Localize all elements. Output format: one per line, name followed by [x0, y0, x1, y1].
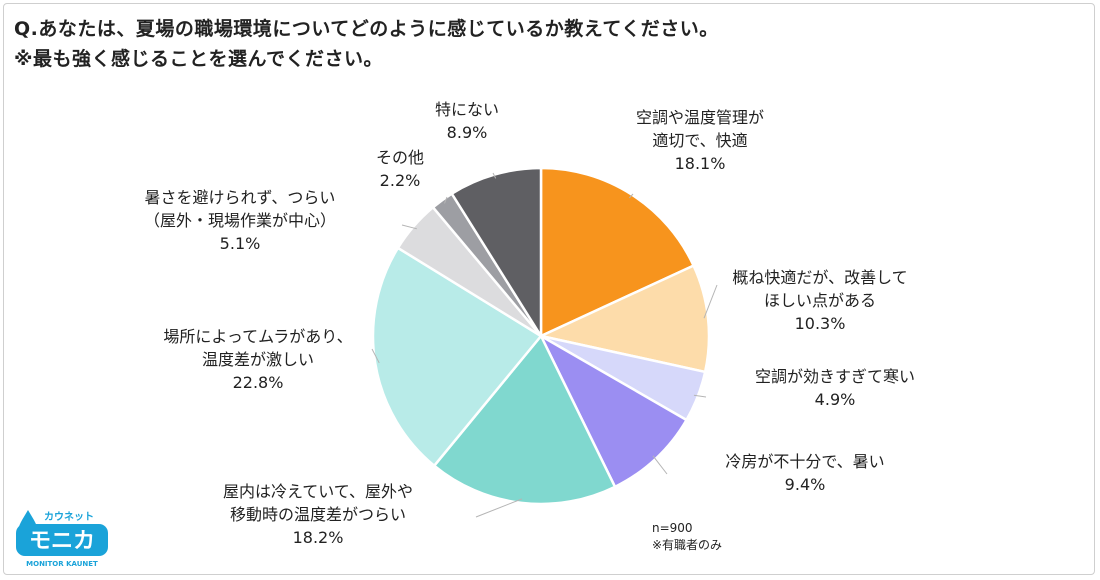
slice-category-label-7: （屋外・現場作業が中心） [144, 211, 336, 230]
slice-category-label-2: ほしい点がある [764, 291, 876, 310]
slice-value-label-7: 5.1% [220, 234, 261, 253]
monica-logo: カウネット モニカ MONITOR KAUNET [10, 504, 114, 570]
slice-category-label-7: 暑さを避けられず、つらい [145, 188, 336, 207]
slice-category-label-5: 屋内は冷えていて、屋外や [223, 482, 413, 501]
slice-category-label-2: 概ね快適だが、改善して [732, 268, 907, 287]
question-title: Q.あなたは、夏場の職場環境についてどのように感じているか教えてください。 [14, 18, 719, 40]
pie-slice-1 [539, 166, 696, 338]
leader-line-1 [629, 193, 634, 199]
sample-note: n=900 ※有職者のみ [652, 520, 722, 554]
slice-value-label-9: 8.9% [447, 123, 488, 142]
sample-size: n=900 [652, 521, 693, 535]
slice-category-label-8: その他 [376, 148, 424, 167]
question-subtitle: ※最も強く感じることを選んでください。 [14, 48, 384, 70]
leader-line-8 [444, 196, 448, 204]
pie-slice-5 [432, 333, 617, 506]
slice-category-label-4: 冷房が不十分で、暑い [725, 452, 884, 471]
slice-value-label-3: 4.9% [815, 390, 856, 409]
pie-slice-2 [537, 263, 711, 374]
logo-kana: カウネット [44, 511, 94, 523]
slice-category-label-1: 適切で、快適 [652, 131, 747, 150]
slice-category-label-3: 空調が効きすぎて寒い [755, 367, 915, 386]
slice-value-label-4: 9.4% [785, 475, 826, 494]
leader-line-6 [371, 348, 380, 364]
logo-badge [16, 524, 108, 556]
leader-line-2 [703, 284, 718, 319]
logo-name: モニカ [29, 529, 95, 554]
chart-frame [3, 3, 1095, 575]
slice-category-label-6: 温度差が激しい [202, 350, 314, 369]
slice-value-label-2: 10.3% [795, 314, 846, 333]
leader-line-3 [693, 394, 707, 398]
slice-category-label-1: 空調や温度管理が [636, 108, 764, 127]
slice-value-label-8: 2.2% [380, 171, 421, 190]
leader-line-9 [492, 172, 497, 179]
leader-line-4 [652, 455, 668, 475]
sample-scope: ※有職者のみ [652, 538, 723, 552]
slice-value-label-5: 18.2% [293, 528, 344, 547]
pie-slice-6 [371, 246, 543, 468]
slice-value-label-6: 22.8% [233, 373, 284, 392]
slice-category-label-5: 移動時の温度差がつらい [230, 505, 406, 524]
leader-line-5 [475, 498, 523, 518]
logo-sub: MONITOR KAUNET [26, 560, 98, 568]
leader-line-7 [401, 224, 417, 230]
pie-slice-9 [450, 166, 543, 341]
slice-value-label-1: 18.1% [675, 154, 726, 173]
logo-mark: カウネット モニカ MONITOR KAUNET [16, 510, 108, 568]
slice-category-label-9: 特にない [435, 100, 499, 119]
slice-category-label-6: 場所によってムラがあり、 [163, 327, 352, 346]
